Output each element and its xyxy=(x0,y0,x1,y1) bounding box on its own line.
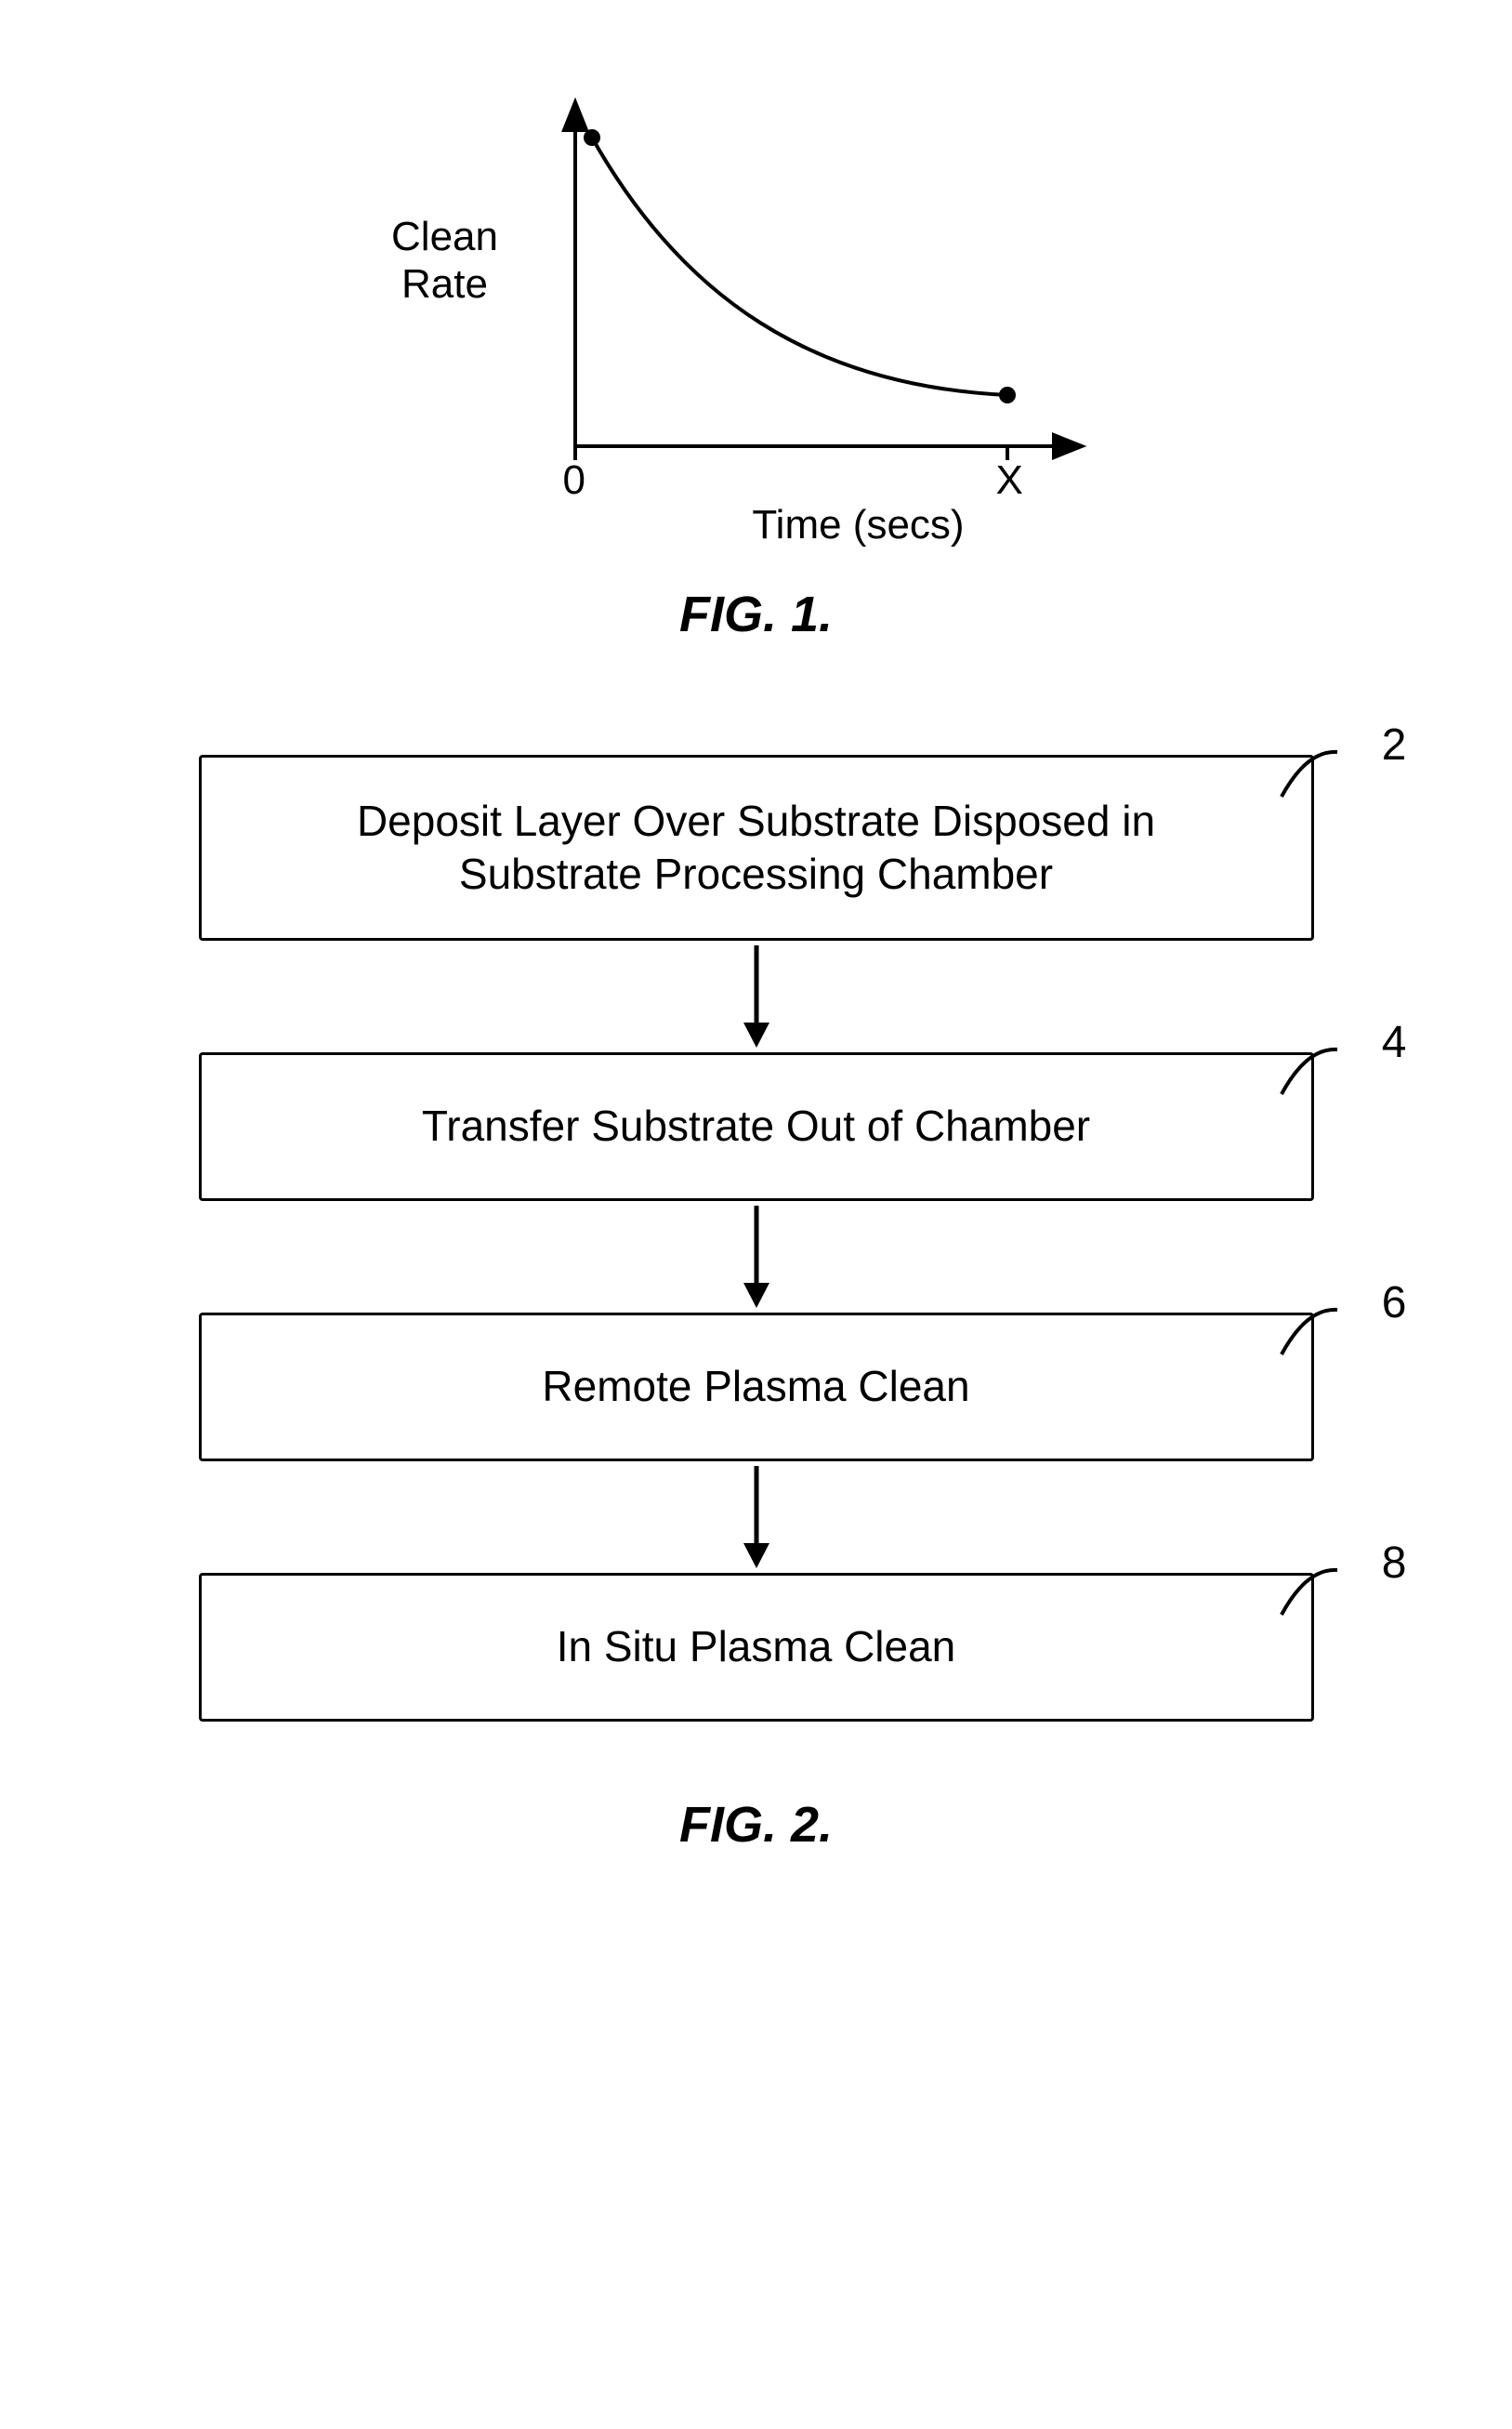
flow-box-6: Remote Plasma Clean xyxy=(199,1313,1314,1461)
callout-arc-6 xyxy=(1277,1299,1361,1364)
x-tick-0: 0 xyxy=(563,457,585,504)
callout-label-2: 2 xyxy=(1382,719,1407,771)
figure-2: Deposit Layer Over Substrate Disposed in… xyxy=(106,755,1407,1854)
callout-label-4: 4 xyxy=(1382,1017,1407,1068)
flow-box-2: Deposit Layer Over Substrate Disposed in… xyxy=(199,755,1314,941)
flowchart: Deposit Layer Over Substrate Disposed in… xyxy=(106,755,1407,1722)
callout-arc-2 xyxy=(1277,741,1361,806)
flow-box-2-line1: Deposit Layer Over Substrate Disposed in xyxy=(357,797,1155,845)
flow-box-8-line1: In Situ Plasma Clean xyxy=(557,1622,956,1670)
chart-container: Clean Rate xyxy=(375,74,1137,558)
figure-2-caption: FIG. 2. xyxy=(679,1796,833,1854)
figure-1: Clean Rate xyxy=(338,74,1175,643)
flow-box-6-line1: Remote Plasma Clean xyxy=(542,1362,969,1410)
arrow-3 xyxy=(199,1461,1314,1573)
flow-box-4: Transfer Substrate Out of Chamber xyxy=(199,1052,1314,1201)
callout-arc-4 xyxy=(1277,1038,1361,1103)
flow-box-4-line1: Transfer Substrate Out of Chamber xyxy=(422,1102,1090,1150)
arrow-1 xyxy=(199,941,1314,1052)
flow-box-2-line2: Substrate Processing Chamber xyxy=(459,850,1053,898)
callout-arc-8 xyxy=(1277,1559,1361,1624)
x-tick-x: X xyxy=(996,457,1023,504)
arrow-2 xyxy=(199,1201,1314,1313)
x-axis-label: Time (secs) xyxy=(626,502,1091,548)
flow-box-8: In Situ Plasma Clean xyxy=(199,1573,1314,1722)
figure-1-caption: FIG. 1. xyxy=(679,586,833,643)
callout-label-8: 8 xyxy=(1382,1538,1407,1589)
callout-label-6: 6 xyxy=(1382,1277,1407,1328)
